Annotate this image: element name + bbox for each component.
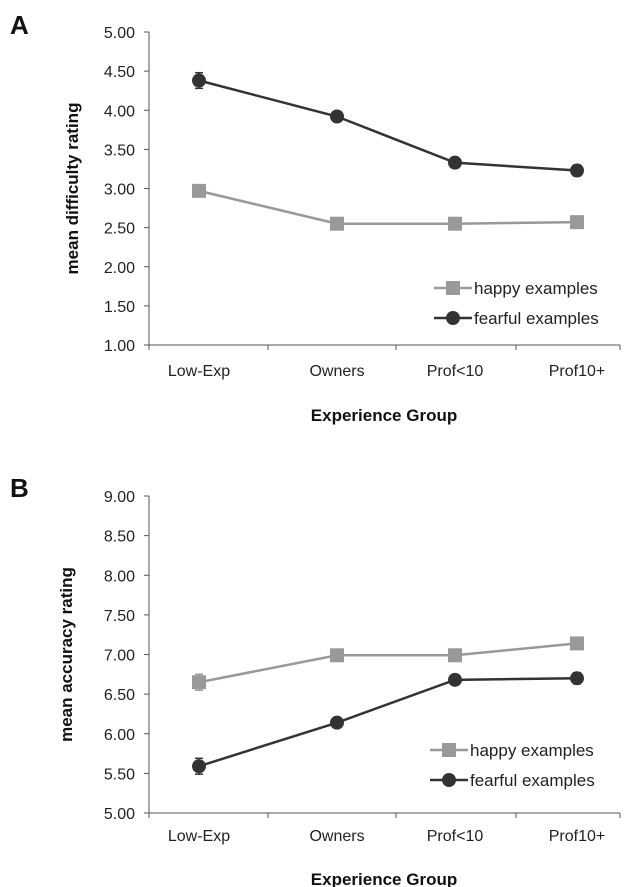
series-line — [198, 189, 578, 225]
data-point — [448, 155, 462, 170]
series-fearful — [192, 71, 584, 178]
x-tick-label: Prof10+ — [549, 363, 605, 380]
legend-marker — [446, 311, 460, 325]
y-tick-label: 5.00 — [104, 25, 135, 42]
y-tick-label: 3.50 — [104, 142, 135, 159]
data-point — [448, 648, 462, 663]
legend-marker — [442, 743, 456, 757]
y-tick-label: 2.50 — [104, 221, 135, 238]
panel-label: A — [10, 10, 29, 40]
legend: happy examples fearful examples — [434, 279, 599, 328]
y-tick-label: 2.00 — [104, 260, 135, 277]
x-tick-label: Prof10+ — [549, 828, 605, 845]
data-point — [330, 216, 344, 231]
legend-label: happy examples — [474, 279, 598, 298]
legend-marker — [446, 281, 460, 295]
x-tick-label: Owners — [309, 363, 364, 380]
legend-marker — [442, 773, 456, 787]
x-tick-label: Owners — [309, 828, 364, 845]
y-tick-label: 5.50 — [104, 766, 135, 783]
legend: happy examples fearful examples — [430, 741, 595, 790]
y-tick-label: 1.50 — [104, 299, 135, 316]
chart-panel-b: B 5.00 5.50 6.00 6.50 7.00 7.50 8.00 8.50 9.00 Low… — [10, 473, 621, 887]
data-point — [192, 759, 206, 774]
series-happy — [192, 636, 584, 691]
data-point — [570, 636, 584, 651]
data-point — [192, 73, 206, 88]
data-point — [330, 715, 344, 730]
legend-label: fearful examples — [470, 771, 595, 790]
chart-panel-a: A 1.00 1.50 2.00 2.50 3.00 3.50 4.00 4.50 5.00 Low… — [10, 10, 621, 425]
y-tick-label: 4.50 — [104, 64, 135, 81]
y-axis-title: mean difficulty rating — [63, 103, 82, 275]
y-tick-label: 5.00 — [104, 806, 135, 823]
data-point — [330, 648, 344, 663]
data-point — [192, 675, 206, 690]
series-line — [198, 642, 578, 684]
data-point — [330, 109, 344, 124]
y-axis-title: mean accuracy rating — [57, 567, 76, 742]
series-line — [198, 79, 578, 172]
series-line — [198, 677, 578, 768]
legend-label: fearful examples — [474, 309, 599, 328]
x-axis-title: Experience Group — [311, 870, 457, 887]
data-point — [570, 215, 584, 230]
data-point — [448, 672, 462, 687]
y-tick-label: 4.00 — [104, 103, 135, 120]
y-tick-label: 6.00 — [104, 727, 135, 744]
x-tick-label: Low-Exp — [168, 828, 230, 845]
data-point — [448, 216, 462, 231]
panel-label: B — [10, 473, 29, 503]
y-tick-label: 6.50 — [104, 687, 135, 704]
data-point — [570, 671, 584, 686]
series-happy — [192, 183, 584, 231]
x-tick-label: Prof<10 — [427, 363, 484, 380]
y-tick-label: 7.50 — [104, 608, 135, 625]
data-point — [570, 163, 584, 178]
x-tick-label: Prof<10 — [427, 828, 484, 845]
y-tick-label: 7.00 — [104, 648, 135, 665]
y-tick-label: 9.00 — [104, 489, 135, 506]
y-tick-label: 1.00 — [104, 338, 135, 355]
x-tick-label: Low-Exp — [168, 363, 230, 380]
series-fearful — [192, 671, 584, 775]
y-tick-label: 8.00 — [104, 568, 135, 585]
y-tick-label: 8.50 — [104, 529, 135, 546]
data-point — [192, 183, 206, 198]
legend-label: happy examples — [470, 741, 594, 760]
x-axis-title: Experience Group — [311, 406, 457, 425]
y-tick-label: 3.00 — [104, 182, 135, 199]
